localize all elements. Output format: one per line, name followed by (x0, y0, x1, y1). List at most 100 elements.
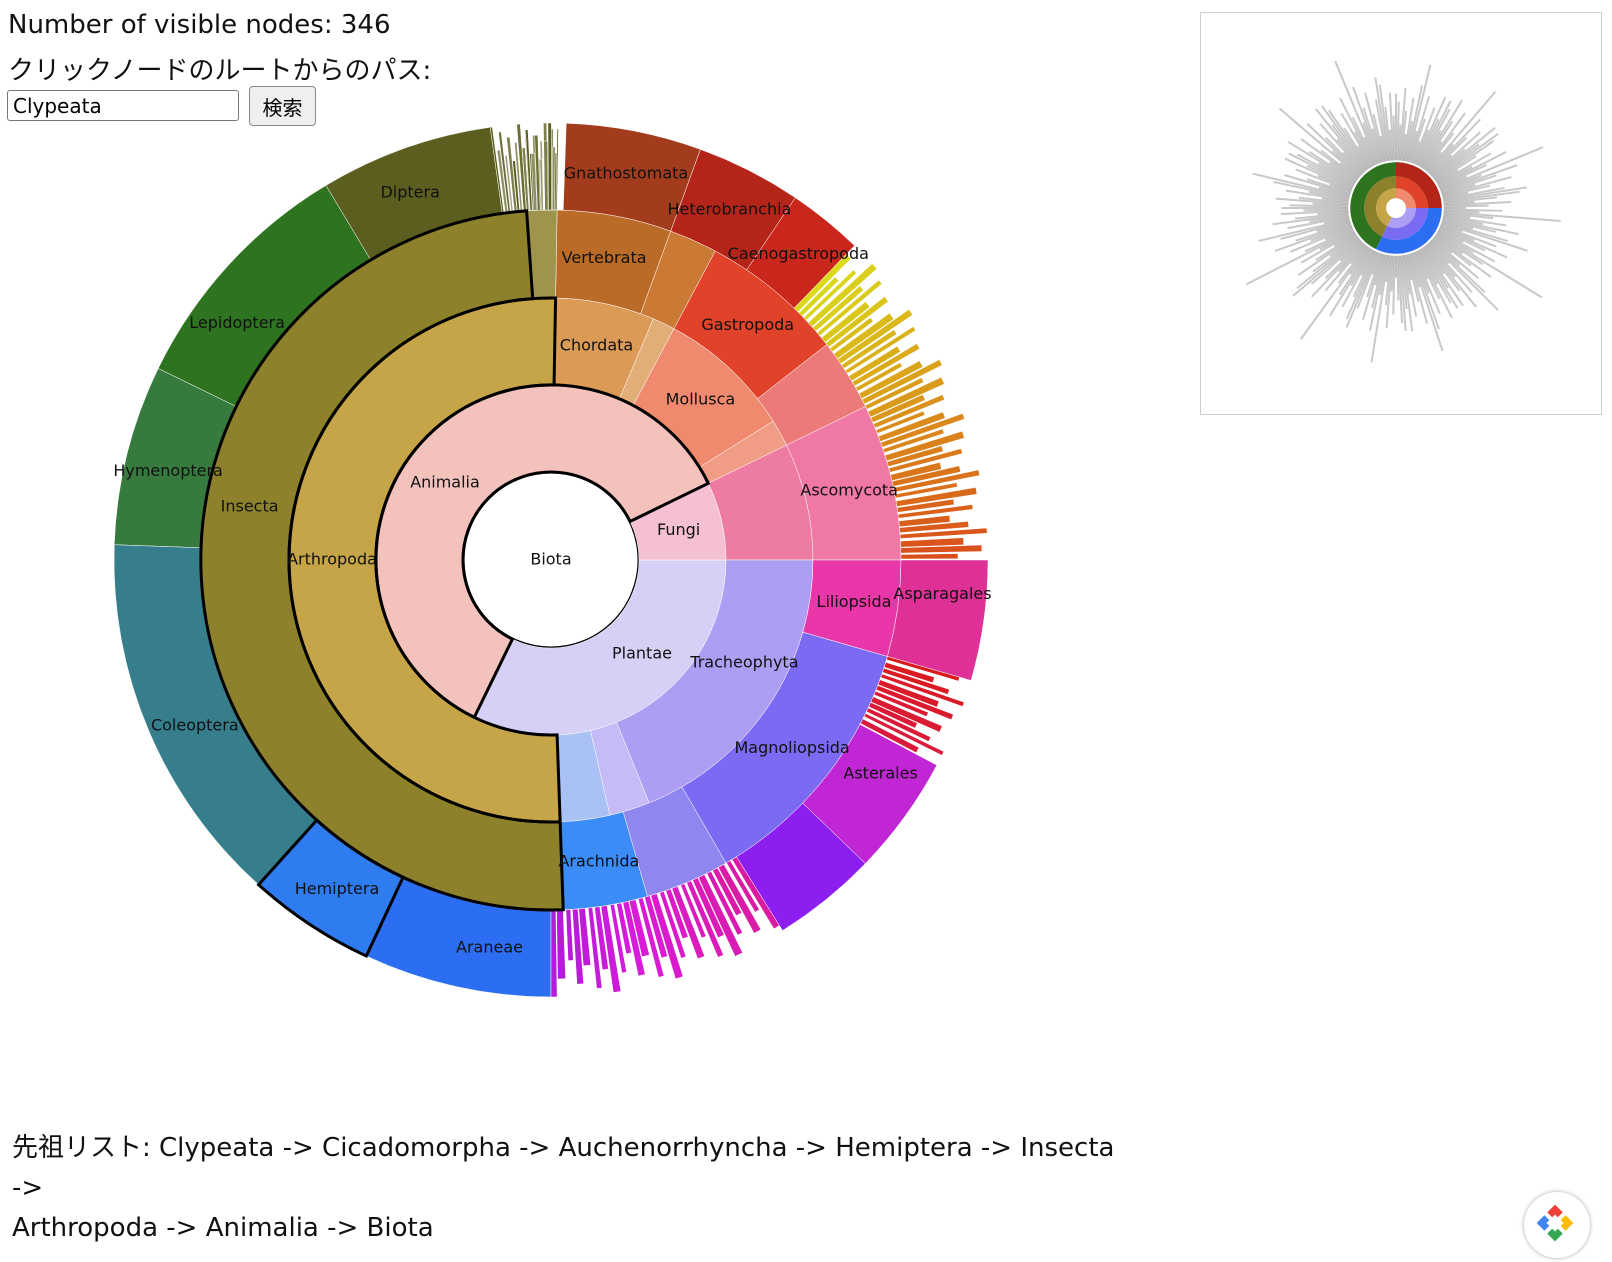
minimap-spike (1356, 252, 1380, 309)
sunburst-minor-node[interactable] (803, 269, 857, 321)
sunburst-minor-node[interactable] (894, 482, 958, 499)
sunburst-minor-node[interactable] (692, 877, 725, 939)
sunburst-minor-node[interactable] (886, 445, 944, 467)
sunburst-minor-node[interactable] (816, 279, 883, 337)
sunburst-minor-node[interactable] (812, 285, 864, 332)
sunburst-minor-node[interactable] (844, 326, 917, 374)
sunburst-minor-node[interactable] (726, 860, 760, 913)
minimap-spike (1419, 248, 1452, 304)
sunburst-minor-node[interactable] (680, 883, 707, 939)
sunburst-minor-node[interactable] (565, 909, 574, 961)
sunburst-minor-node[interactable] (866, 707, 932, 742)
sunburst-minor-node[interactable] (873, 394, 945, 429)
sunburst-minor-node[interactable] (551, 146, 556, 211)
search-input[interactable] (7, 90, 239, 121)
sunburst-minor-node[interactable] (650, 893, 684, 980)
sunburst-minor-node[interactable] (868, 702, 918, 729)
sunburst-minor-node[interactable] (550, 909, 558, 998)
sunburst-minor-node[interactable] (890, 462, 942, 481)
sunburst-minor-node[interactable] (896, 498, 955, 513)
minimap-spike (1339, 240, 1363, 262)
sunburst-minor-node[interactable] (870, 394, 926, 423)
sunburst-minor-node[interactable] (895, 487, 978, 507)
sunburst-minor-node[interactable] (870, 696, 943, 733)
sunburst-minor-node[interactable] (867, 376, 945, 418)
sunburst-minor-node[interactable] (609, 903, 627, 974)
sunburst-minor-node[interactable] (882, 428, 945, 454)
sunburst-minor-node[interactable] (807, 263, 878, 328)
sunburst-minor-node[interactable] (875, 685, 954, 721)
minimap-spike (1427, 143, 1454, 174)
sunburst-minor-node[interactable] (897, 504, 974, 519)
sunburst-minor-node[interactable] (864, 377, 925, 410)
sunburst-minor-node[interactable] (555, 128, 559, 211)
sunburst-minor-node[interactable] (886, 656, 960, 682)
sunburst-minor-node[interactable] (686, 880, 724, 958)
sunburst-minor-node[interactable] (659, 891, 687, 959)
overview-minimap[interactable] (1200, 12, 1602, 415)
sunburst-minor-node[interactable] (671, 885, 706, 960)
sunburst-minor-node[interactable] (717, 863, 762, 934)
sunburst-minor-node[interactable] (882, 667, 950, 695)
sunburst-minor-node[interactable] (587, 907, 603, 989)
extension-logo-icon[interactable] (1524, 1192, 1590, 1258)
sunburst-minor-node[interactable] (900, 537, 964, 548)
sunburst-minor-node[interactable] (622, 901, 646, 977)
sunburst-minor-node[interactable] (873, 690, 929, 717)
sunburst-minor-node[interactable] (547, 122, 552, 211)
sunburst-minor-node[interactable] (851, 343, 921, 387)
minimap-spike (1438, 163, 1488, 189)
sunburst-minor-node[interactable] (665, 888, 689, 940)
search-button[interactable]: 検索 (249, 86, 316, 126)
sunburst-minor-node[interactable] (899, 521, 969, 533)
sunburst-minor-node[interactable] (543, 140, 549, 211)
sunburst-minor-node[interactable] (848, 345, 901, 382)
sunburst-minor-node[interactable] (884, 430, 965, 462)
sunburst-minor-node[interactable] (877, 679, 940, 708)
sunburst-minor-node[interactable] (578, 908, 591, 966)
sunburst-minor-node[interactable] (712, 867, 743, 917)
sunburst-minor-node[interactable] (833, 312, 895, 360)
sunburst-minor-node[interactable] (900, 544, 983, 554)
sunburst-minor-node[interactable] (556, 909, 566, 980)
sunburst-minor-node[interactable] (898, 515, 951, 528)
sunburst-minor-node[interactable] (888, 448, 963, 473)
sunburst-minor-node[interactable] (525, 129, 533, 211)
sunburst-minor-node[interactable] (600, 905, 622, 993)
ancestor-list: 先祖リスト: Clypeata -> Cicadomorpha -> Auche… (12, 1128, 1132, 1248)
sunburst-minor-node[interactable] (891, 465, 961, 487)
sunburst-minor-node[interactable] (829, 317, 874, 353)
sunburst-minor-node[interactable] (731, 856, 780, 930)
sunburst-minor-node[interactable] (637, 897, 665, 978)
sunburst-minor-node[interactable] (534, 134, 541, 211)
sunburst-minor-node[interactable] (698, 874, 743, 957)
sunburst-minor-node[interactable] (539, 158, 544, 211)
sunburst-minor-node[interactable] (821, 301, 871, 343)
sunburst-minor-node[interactable] (858, 360, 924, 400)
sunburst-minor-node[interactable] (798, 276, 840, 317)
sunburst-minor-node[interactable] (825, 296, 889, 348)
sunburst-minor-node[interactable] (530, 153, 538, 211)
sunburst-minor-node[interactable] (880, 413, 965, 448)
sunburst-minor-node[interactable] (875, 410, 926, 434)
sunburst-minor-node[interactable] (860, 718, 920, 754)
sunburst-minor-node[interactable] (628, 899, 650, 958)
sunburst-minor-node[interactable] (899, 527, 988, 539)
sunburst-minor-node[interactable] (793, 253, 852, 313)
sunburst-minor-node[interactable] (572, 908, 584, 985)
sunburst-minor-node[interactable] (594, 906, 609, 971)
minimap-spike (1439, 146, 1544, 191)
sunburst-minor-node[interactable] (880, 673, 965, 707)
sunburst-minor-node[interactable] (883, 662, 935, 684)
sunburst-minor-node[interactable] (900, 553, 959, 560)
sunburst-minor-node[interactable] (706, 870, 743, 936)
sunburst-minor-node[interactable] (837, 309, 914, 364)
sunburst-minor-node[interactable] (855, 362, 903, 392)
sunburst-minor-node[interactable] (878, 411, 946, 442)
sunburst-minor-node[interactable] (863, 713, 945, 756)
sunburst-minor-node[interactable] (644, 895, 668, 959)
sunburst-minor-node[interactable] (616, 902, 632, 955)
sunburst-minor-node[interactable] (841, 329, 898, 369)
sunburst-minor-node[interactable] (893, 469, 981, 493)
sunburst-minor-node[interactable] (861, 359, 943, 405)
